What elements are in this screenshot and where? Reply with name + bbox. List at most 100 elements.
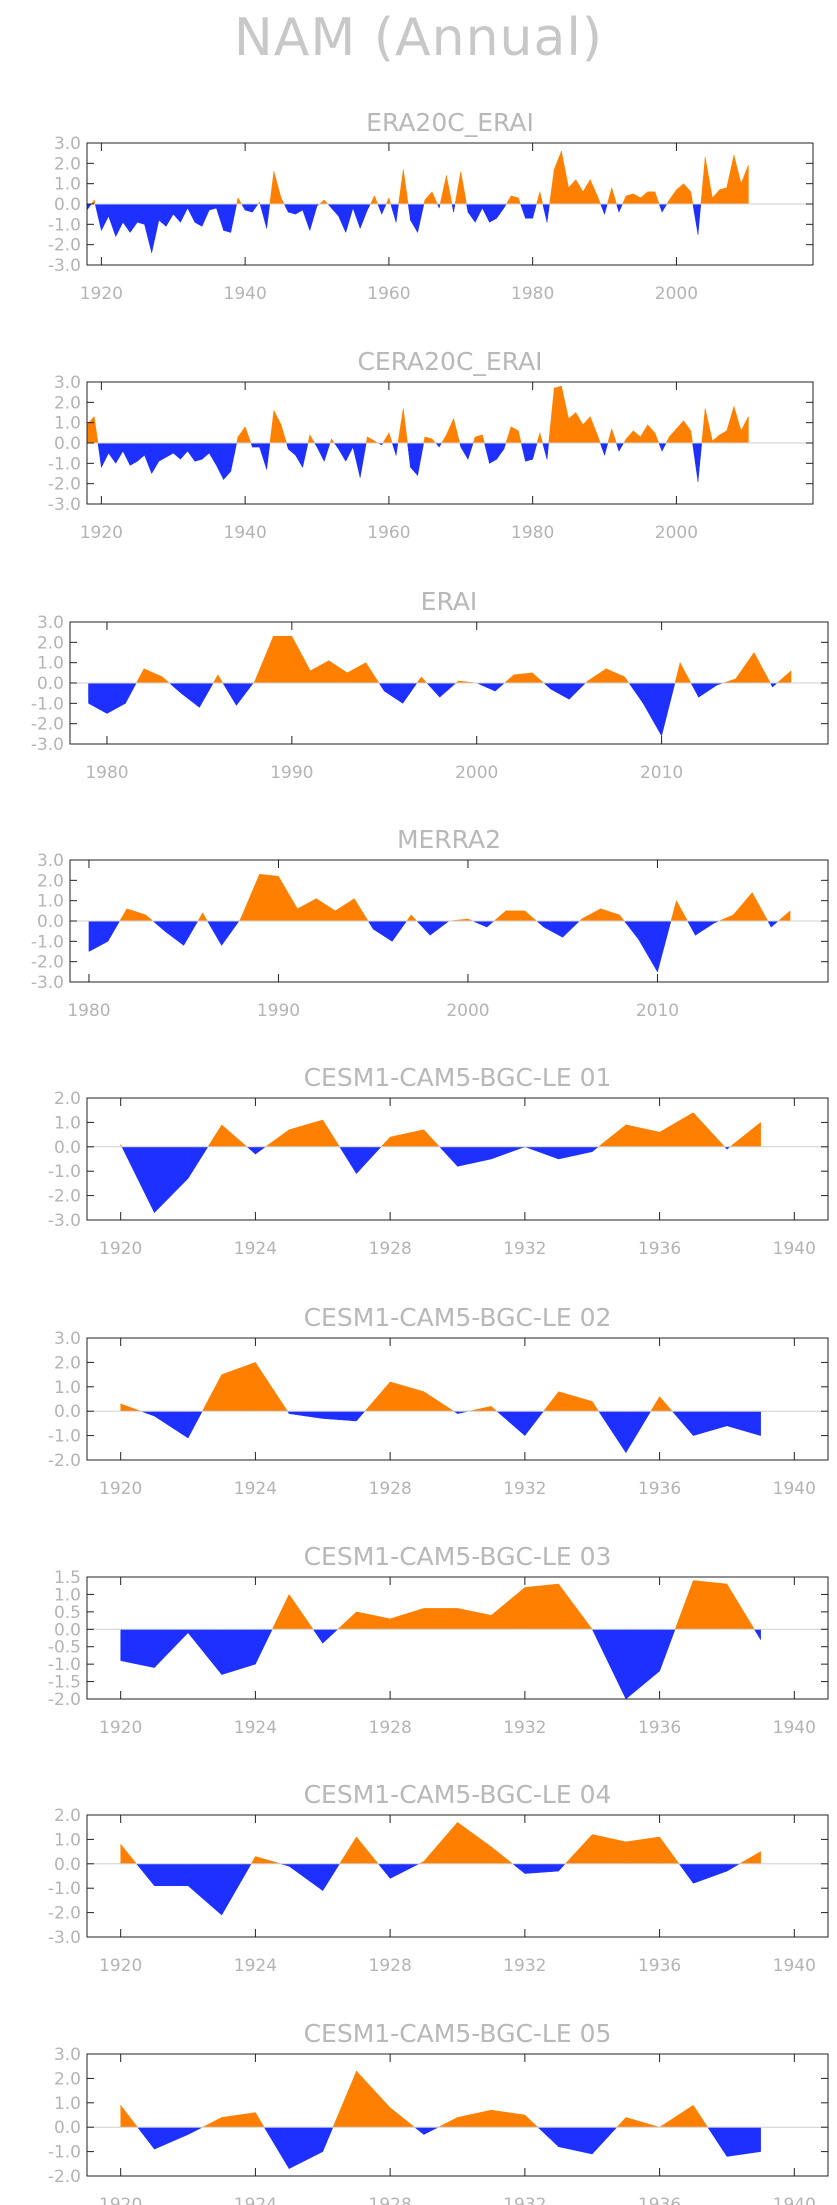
negative-area [108,442,116,465]
positive-area [581,908,601,922]
negative-area [496,203,505,220]
negative-area [770,920,779,928]
positive-area [582,178,591,205]
negative-area [88,682,108,714]
positive-area [397,408,404,444]
x-tick-label: 1920 [99,1956,142,1976]
negative-area [524,1146,559,1160]
negative-area [187,1410,203,1439]
positive-area [439,175,447,205]
chart-panel-6: CESM1-CAM5-BGC-LE 02 3.0 2.0 1.0 0.0 -1.0 -2.0… [48,1303,829,1499]
negative-area [410,203,418,234]
negative-area [108,203,116,237]
positive-area [273,410,282,444]
positive-area [356,2070,391,2128]
positive-area [524,1583,559,1630]
negative-area [618,442,625,453]
positive-area [624,676,630,684]
x-tick-label: 1960 [367,523,410,543]
negative-area [187,1629,222,1676]
positive-area [250,1855,256,1865]
positive-area [431,438,437,444]
negative-area [726,1410,761,1436]
positive-area [668,188,677,205]
negative-area [194,203,203,227]
negative-area [693,1863,728,1884]
y-tick-label: 0.0 [54,434,81,454]
negative-area [472,920,488,928]
y-tick-label: 0.0 [54,1620,81,1640]
x-tick-label: 1990 [270,763,313,783]
positive-area [712,434,720,444]
negative-area [154,1863,189,1887]
positive-area [654,432,660,444]
positive-area [474,434,483,444]
negative-area [618,203,623,213]
negative-area [288,203,296,215]
negative-area [230,203,237,233]
negative-area [438,1146,458,1167]
negative-area [151,442,160,475]
positive-area [659,1112,694,1148]
x-tick-label: 1940 [773,1479,816,1499]
negative-area [671,1410,694,1437]
positive-area [347,662,367,684]
positive-area [202,2117,222,2128]
x-tick-label: 1940 [773,1956,816,1976]
positive-area [640,423,648,444]
negative-area [180,203,188,223]
positive-area [625,1124,660,1148]
y-tick-label: 3.0 [37,613,64,633]
positive-area [605,668,625,684]
negative-area [144,442,152,474]
negative-area [286,442,289,450]
negative-area [199,682,214,709]
positive-area [457,1608,492,1630]
positive-area [568,178,577,205]
positive-area [676,900,688,922]
negative-area [438,203,441,209]
negative-area [591,1146,600,1153]
negative-area [288,2126,324,2170]
y-tick-label: -3.0 [48,495,81,515]
negative-area [524,1410,545,1437]
negative-area [496,442,505,461]
negative-area [88,920,109,952]
negative-area [697,203,702,235]
positive-area [403,408,408,444]
positive-area [356,1611,391,1630]
negative-area [657,920,672,972]
negative-area [259,203,267,229]
y-tick-label: 1.0 [54,2094,81,2114]
chart-panel-9: CESM1-CAM5-BGC-LE 05 3.0 2.0 1.0 0.0 -1.0 -2.0… [48,2019,829,2205]
negative-area [525,442,533,462]
positive-area [337,1611,357,1630]
y-tick-label: 2.0 [37,633,64,653]
positive-area [531,672,545,684]
negative-area [187,442,196,463]
negative-area [323,442,331,462]
positive-area [424,191,433,205]
x-tick-label: 1936 [638,2195,681,2205]
negative-area [120,1629,155,1668]
negative-area [690,682,699,698]
chart-panel-1: ERA20C_ERAI 3.02.01.00.0-1.0-2.0-3.0 1920 1… [48,108,814,304]
negative-area [165,203,174,228]
y-tick-label: -1.5 [48,1673,81,1693]
positive-area [704,408,713,444]
positive-area [510,195,519,205]
y-tick-label: 1.0 [37,892,64,912]
negative-area [356,1146,382,1175]
positive-area [446,175,453,205]
negative-area [302,203,311,231]
negative-area [625,1410,652,1454]
positive-area [524,910,538,922]
chart-title: CESM1-CAM5-BGC-LE 04 [304,1780,612,1809]
positive-area [623,438,627,444]
negative-area [137,442,145,462]
positive-area [254,636,274,684]
negative-area [322,1629,339,1644]
positive-area [543,1390,559,1412]
x-tick-label: 1928 [369,1479,412,1499]
